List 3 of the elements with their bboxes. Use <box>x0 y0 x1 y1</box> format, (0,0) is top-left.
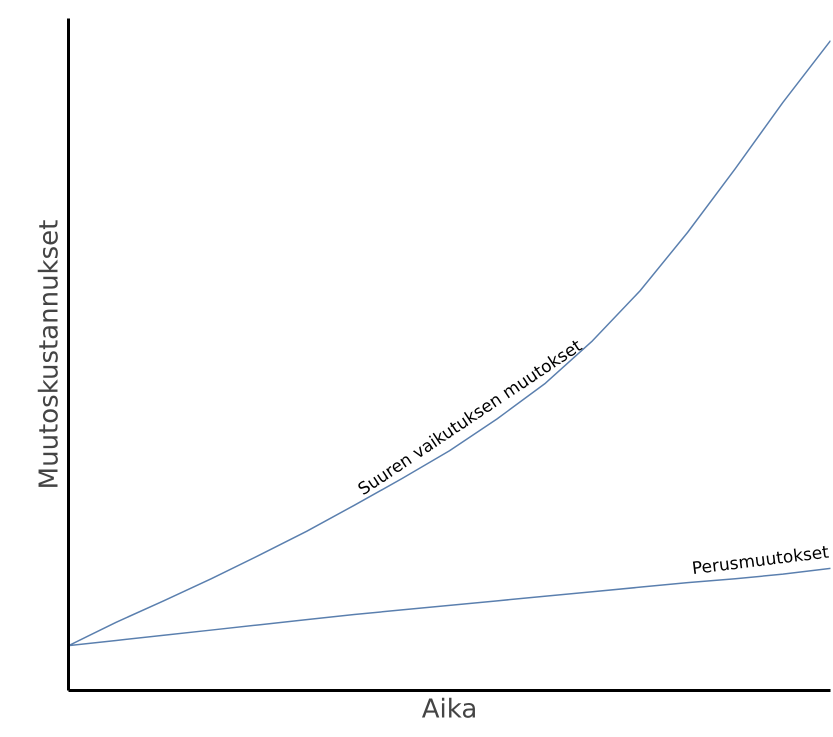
text: Perusmuutokset <box>690 542 830 580</box>
y-axis-title: Muutoskustannukset <box>34 220 64 490</box>
x-axis-title: Aika <box>422 694 478 724</box>
